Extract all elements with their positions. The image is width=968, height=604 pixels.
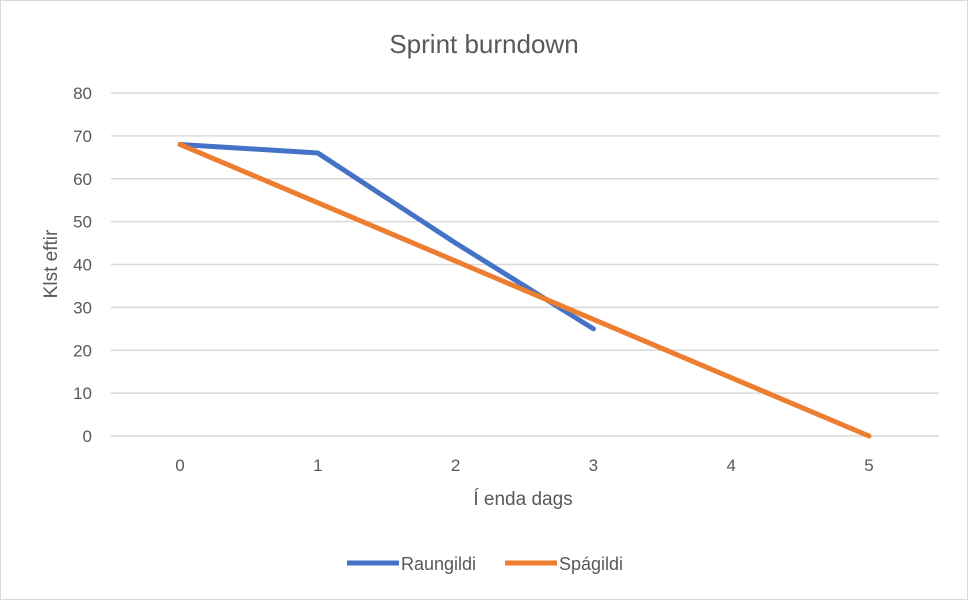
x-tick-label: 0 bbox=[175, 456, 184, 475]
y-tick-label: 20 bbox=[73, 341, 92, 360]
y-tick-label: 80 bbox=[73, 84, 92, 103]
y-axis-title: Klst eftir bbox=[41, 229, 62, 298]
series-lines bbox=[177, 141, 872, 439]
series-line-raungildi bbox=[177, 141, 596, 332]
series-line-spagildi bbox=[177, 141, 872, 439]
x-tick-label: 5 bbox=[864, 456, 873, 475]
x-tick-label: 2 bbox=[451, 456, 460, 475]
y-tick-label: 50 bbox=[73, 213, 92, 232]
legend-label: Spágildi bbox=[559, 554, 623, 574]
legend: Raungildi Spágildi bbox=[347, 554, 623, 574]
y-tick-label: 70 bbox=[73, 127, 92, 146]
x-tick-label: 4 bbox=[726, 456, 735, 475]
chart-title: Sprint burndown bbox=[389, 29, 578, 59]
y-tick-label: 40 bbox=[73, 256, 92, 275]
x-tick-label: 1 bbox=[313, 456, 322, 475]
y-tick-label: 30 bbox=[73, 298, 92, 317]
x-tick-label: 3 bbox=[589, 456, 598, 475]
x-axis-title: Í enda dags bbox=[473, 489, 572, 510]
y-tick-label: 10 bbox=[73, 384, 92, 403]
y-tick-label: 60 bbox=[73, 170, 92, 189]
legend-label: Raungildi bbox=[401, 554, 476, 574]
x-axis-tick-labels: 0 1 2 3 4 5 bbox=[175, 456, 873, 475]
gridlines bbox=[111, 92, 939, 437]
y-tick-label: 0 bbox=[83, 427, 92, 446]
y-axis-tick-labels: 0 10 20 30 40 50 60 70 80 bbox=[73, 84, 92, 446]
